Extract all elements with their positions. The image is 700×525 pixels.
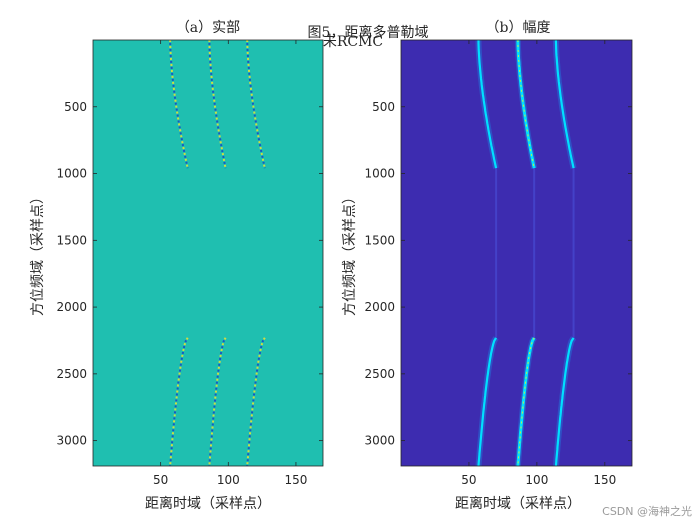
y-tick-label: 2000 (364, 300, 395, 314)
real-part-trace-alt (208, 337, 227, 467)
real-part-trace (169, 337, 189, 467)
figure-title-line2: 未RCMC (323, 34, 383, 50)
y-tick-label: 1500 (364, 233, 395, 247)
magnitude-traces (475, 39, 577, 467)
real-part-traces (169, 39, 266, 467)
x-tick-label: 50 (461, 473, 476, 487)
real-part-x-label: 距离时域（采样点） (145, 495, 271, 512)
real-part-trace (208, 337, 227, 467)
real-part-trace-alt (246, 337, 266, 467)
real-part-heatmap-background (93, 40, 323, 466)
magnitude-trace (554, 39, 575, 169)
real-part-trace-alt (208, 40, 227, 169)
real-part-plot-frame (92, 39, 324, 467)
real-part-trace (246, 337, 266, 467)
magnitude-heatmap-background (401, 40, 632, 466)
magnitude-trace (477, 337, 498, 467)
magnitude-y-ticks: 500 1000 1500 2000 2500 3000 (364, 100, 632, 448)
y-tick-label: 2500 (364, 367, 395, 381)
x-tick-label: 150 (284, 473, 307, 487)
panel-real-part: 500 1000 1500 2000 2500 3000 50 100 150 （a）实部 距… (30, 20, 324, 512)
y-tick-label: 1000 (56, 167, 87, 181)
y-tick-label: 1500 (56, 233, 87, 247)
magnitude-trace-peak (517, 40, 535, 169)
real-part-title: （a）实部 (176, 20, 240, 36)
y-tick-label: 2500 (56, 367, 87, 381)
real-part-trace-alt (169, 337, 189, 467)
x-tick-label: 100 (217, 473, 240, 487)
magnitude-trace-peak (517, 337, 535, 467)
x-tick-label: 150 (593, 473, 616, 487)
magnitude-trace (554, 337, 575, 467)
y-tick-label: 1000 (364, 167, 395, 181)
y-tick-label: 500 (372, 100, 395, 114)
magnitude-title: （b）幅度 (486, 20, 551, 36)
figure-title-line1: 图5，距离多普勒域 (308, 24, 429, 41)
y-tick-label: 2000 (56, 300, 87, 314)
real-part-y-ticks: 500 1000 1500 2000 2500 3000 (56, 100, 323, 448)
magnitude-x-ticks: 50 100 150 (461, 40, 616, 487)
watermark: CSDN @海神之光 (602, 504, 692, 518)
magnitude-x-label: 距离时域（采样点） (455, 495, 581, 512)
magnitude-y-label: 方位频域（采样点） (342, 190, 358, 316)
real-part-trace-alt (246, 39, 266, 169)
y-tick-label: 3000 (364, 434, 395, 448)
magnitude-trace (477, 40, 498, 169)
real-part-y-label: 方位频域（采样点） (30, 190, 46, 316)
y-tick-label: 3000 (56, 434, 87, 448)
panel-magnitude: 500 1000 1500 2000 2500 3000 50 100 150 （b）幅度 距… (342, 20, 633, 512)
real-part-trace-alt (169, 39, 189, 169)
x-tick-label: 100 (525, 473, 548, 487)
magnitude-plot-frame (400, 39, 633, 467)
x-tick-label: 50 (153, 473, 168, 487)
real-part-x-ticks: 50 100 150 (153, 40, 307, 487)
y-tick-label: 500 (64, 100, 87, 114)
